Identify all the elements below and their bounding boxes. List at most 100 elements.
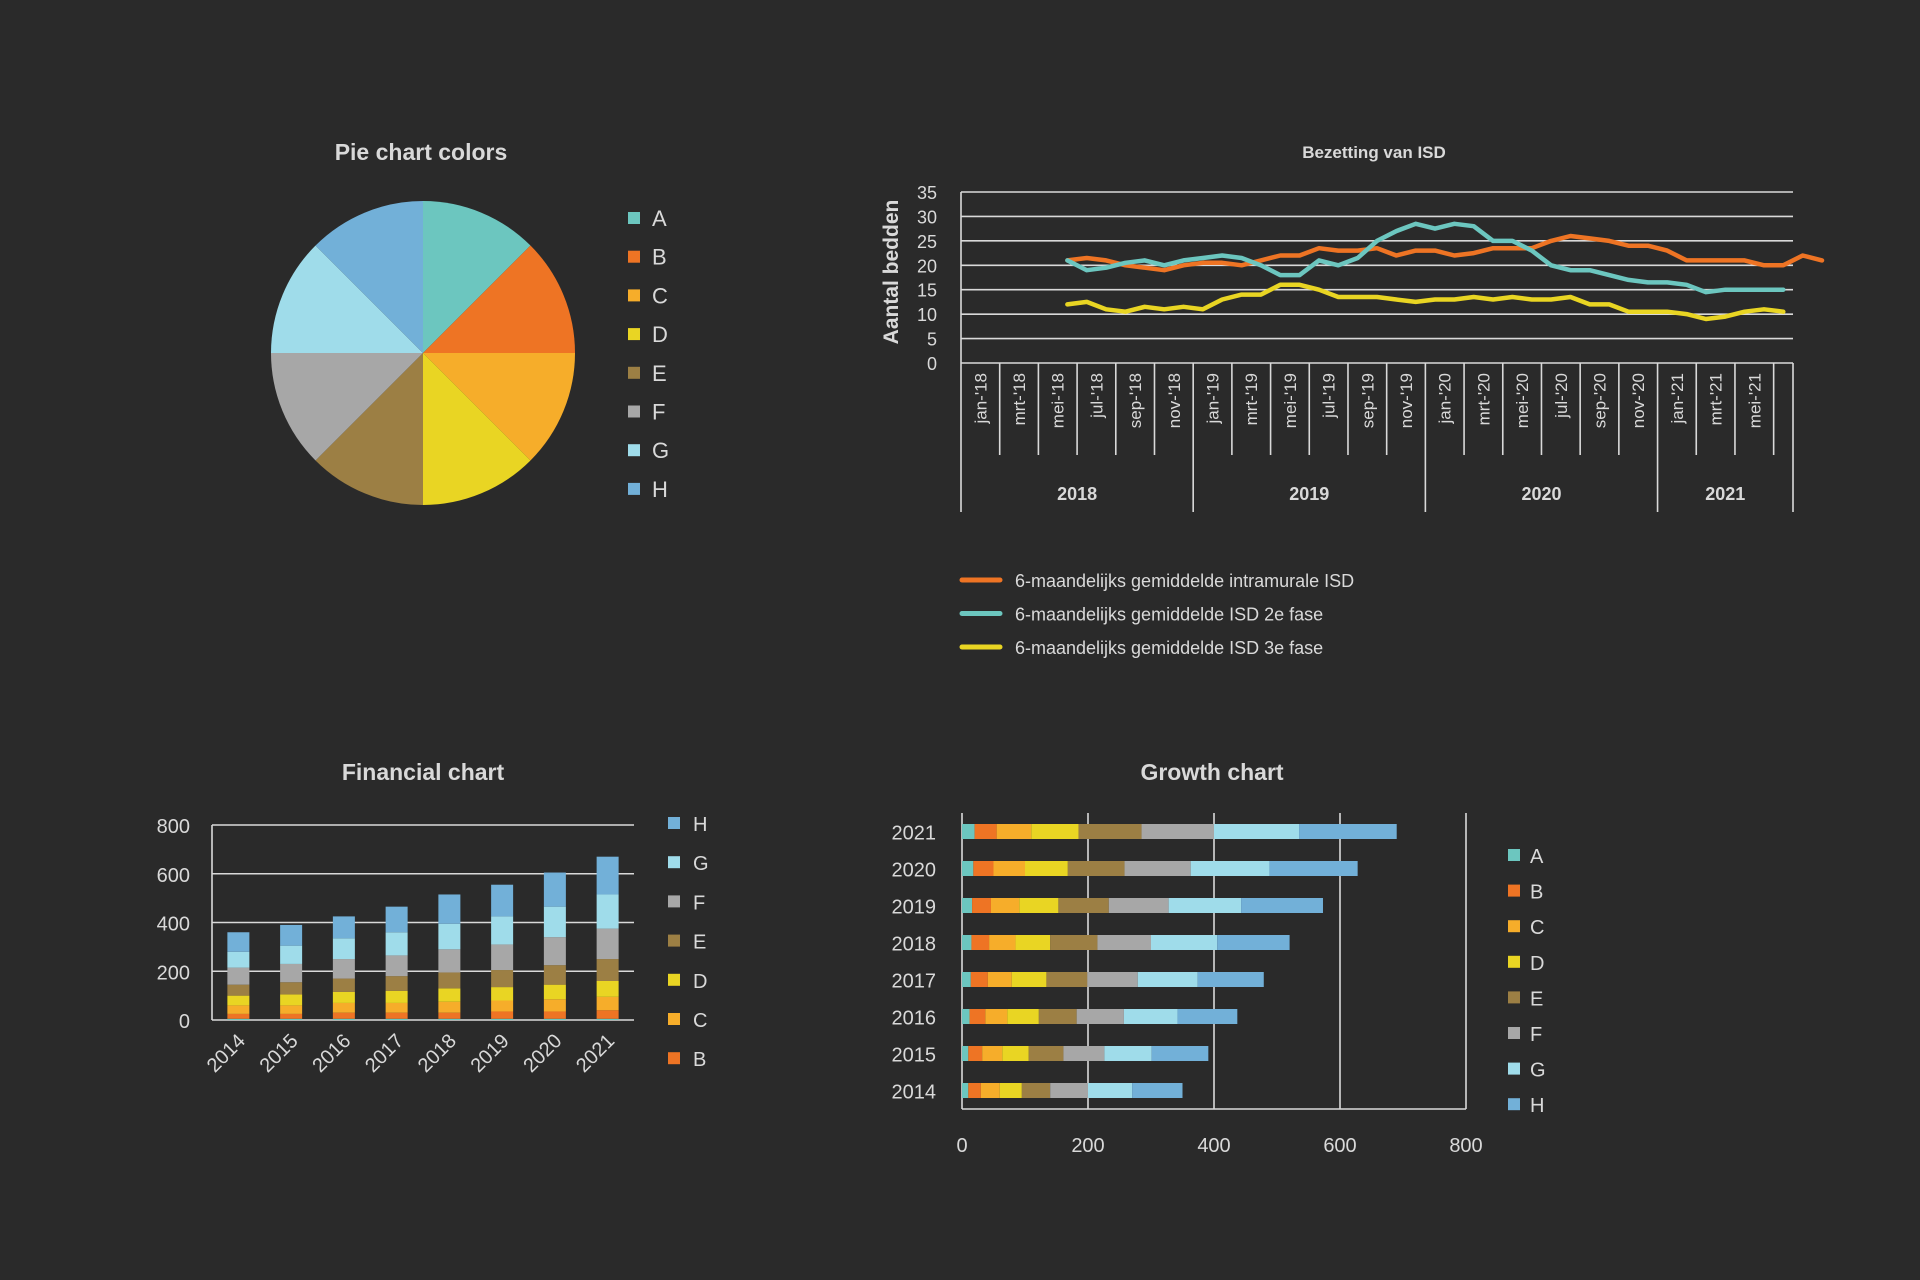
growth-bar-segment-h [1241, 898, 1323, 913]
growth-bar-segment-d [1019, 898, 1059, 913]
isd-chart-title: Bezetting van ISD [1302, 143, 1446, 162]
growth-legend-swatch [1508, 1062, 1520, 1075]
growth-bar-segment-h [1269, 861, 1358, 876]
financial-y-tick-label: 600 [157, 865, 190, 887]
financial-bar-segment-f [491, 944, 514, 971]
financial-bar-segment-f [385, 955, 408, 977]
isd-y-tick-label: 15 [917, 281, 937, 301]
growth-legend-label: C [1530, 917, 1544, 939]
growth-bar-segment-c [987, 972, 1012, 987]
pie-legend-label: A [652, 206, 667, 231]
financial-bar-segment-a [227, 1018, 250, 1020]
isd-y-tick-label: 20 [917, 256, 937, 276]
pie-legend-label: G [652, 438, 669, 463]
growth-legend-label: D [1530, 953, 1544, 975]
financial-x-tick-label: 2017 [361, 1030, 408, 1077]
growth-bar-segment-h [1151, 1046, 1209, 1061]
financial-bar-segment-d [332, 991, 355, 1003]
pie-legend-swatch [628, 328, 640, 341]
growth-bar-segment-a [962, 898, 973, 913]
pie-slice-g [271, 245, 423, 353]
isd-month-tick-label: mrt-'20 [1474, 373, 1493, 425]
financial-bar-segment-f [438, 949, 461, 973]
pie-legend-label: D [652, 322, 668, 347]
growth-y-tick-label: 2016 [892, 1008, 937, 1030]
pie-slice-b [423, 245, 575, 353]
growth-bar-segment-g [1168, 898, 1242, 913]
growth-bar-segment-f [1108, 898, 1169, 913]
financial-bar-segment-d [438, 988, 461, 1002]
growth-bar-segment-h [1197, 972, 1264, 987]
growth-bar-segment-h [1177, 1009, 1238, 1024]
financial-bar-segment-h [385, 906, 408, 933]
isd-year-label: 2019 [1289, 484, 1329, 504]
financial-legend-swatch [668, 856, 680, 869]
financial-bar-segment-a [543, 1018, 566, 1020]
financial-bar-segment-c [438, 1001, 461, 1013]
growth-legend-swatch [1508, 884, 1520, 897]
financial-bar-segment-a [280, 1018, 303, 1020]
isd-year-label: 2021 [1705, 484, 1745, 504]
isd-month-tick-label: jan-'18 [971, 373, 990, 425]
financial-bar-segment-g [385, 932, 408, 956]
isd-month-tick-label: jul-'19 [1320, 373, 1339, 419]
financial-bar-segment-d [280, 994, 303, 1006]
isd-month-tick-label: jul-'20 [1552, 373, 1571, 419]
financial-bar-segment-a [332, 1018, 355, 1020]
growth-legend-swatch [1508, 991, 1520, 1004]
isd-legend-label: 6-maandelijks gemiddelde ISD 3e fase [1015, 638, 1323, 658]
growth-legend-label: E [1530, 988, 1543, 1010]
financial-bar-segment-e [385, 976, 408, 991]
growth-bar-segment-g [1190, 861, 1270, 876]
pie-slice-d [423, 353, 531, 505]
isd-y-tick-label: 25 [917, 232, 937, 252]
isd-month-tick-label: mrt-'21 [1707, 373, 1726, 425]
growth-legend-label: B [1530, 882, 1543, 904]
financial-bar-segment-e [596, 959, 619, 981]
growth-y-tick-label: 2019 [892, 897, 937, 919]
isd-grid: 0 5 10 15 20 25 30 35 [917, 183, 1793, 374]
financial-bar-segment-b [227, 1013, 250, 1019]
growth-bar-segment-f [1087, 972, 1138, 987]
growth-bar-segment-d [999, 1083, 1022, 1098]
growth-bar-segment-c [989, 935, 1016, 950]
pie-legend-swatch [628, 482, 640, 495]
isd-month-tick-label: mei-'21 [1745, 373, 1764, 428]
growth-bar-segment-e [1067, 861, 1125, 876]
isd-month-tick-label: nov-'18 [1165, 373, 1184, 428]
pie-legend-label: E [652, 361, 667, 386]
isd-series-line-3 [1065, 282, 1786, 322]
financial-bar-segment-d [491, 987, 514, 1001]
isd-series-line-1 [1065, 233, 1825, 273]
isd-month-tick-label: nov-'19 [1397, 373, 1416, 428]
growth-y-tick-label: 2021 [892, 823, 937, 845]
growth-legend-label: G [1530, 1060, 1546, 1082]
growth-bar-segment-c [993, 861, 1025, 876]
financial-x-tick-label: 2021 [572, 1030, 619, 1077]
financial-bar-segment-c [596, 996, 619, 1011]
growth-legend-label: F [1530, 1024, 1542, 1046]
growth-bar-segment-f [1124, 861, 1191, 876]
financial-bar-segment-d [543, 984, 566, 1000]
financial-bar-segment-b [332, 1012, 355, 1019]
growth-bar-segment-e [1058, 898, 1109, 913]
financial-x-tick-label: 2014 [203, 1030, 250, 1077]
growth-bar-segment-d [1011, 972, 1047, 987]
financial-bar-segment-g [596, 894, 619, 929]
financial-y-tick-label: 800 [157, 816, 190, 838]
isd-month-tick-label: mei-'20 [1513, 373, 1532, 428]
isd-y-tick-label: 5 [927, 330, 937, 350]
growth-bar-segment-g [1104, 1046, 1152, 1061]
growth-bar-segment-c [982, 1046, 1003, 1061]
growth-y-tick-label: 2017 [892, 971, 937, 993]
financial-legend-label: E [693, 932, 706, 954]
financial-x-tick-label: 2015 [256, 1030, 303, 1077]
growth-bar-segment-g [1088, 1083, 1133, 1098]
financial-y-tick-label: 0 [179, 1011, 190, 1033]
financial-legend-label: C [693, 1010, 707, 1032]
growth-bar-segment-e [1050, 935, 1098, 950]
financial-bar-segment-c [227, 1005, 250, 1014]
